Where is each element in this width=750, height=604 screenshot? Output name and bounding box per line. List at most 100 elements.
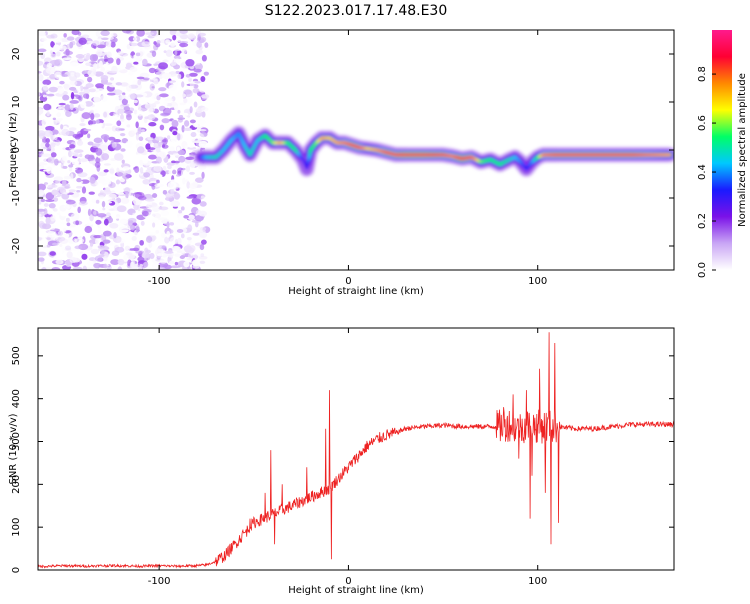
ridge-layer (201, 133, 670, 169)
noise-speck (158, 206, 168, 210)
noise-speck (125, 127, 129, 134)
noise-speck (99, 195, 105, 199)
noise-speck (35, 108, 43, 115)
noise-speck (161, 245, 166, 249)
noise-speck (103, 123, 112, 126)
noise-speck (67, 223, 71, 227)
noise-speck (38, 257, 45, 261)
noise-speck (194, 69, 202, 73)
noise-speck (52, 243, 59, 246)
noise-speck (199, 141, 208, 148)
noise-speck (125, 96, 130, 100)
noise-speck (122, 28, 132, 34)
noise-speck (132, 213, 136, 216)
noise-speck (71, 92, 74, 99)
noise-speck (77, 140, 83, 145)
noise-speck (141, 41, 150, 47)
noise-speck (182, 178, 186, 185)
noise-speck (96, 31, 101, 36)
noise-speck (132, 236, 137, 241)
noise-speck (189, 172, 195, 175)
noise-speck (89, 161, 96, 164)
noise-speck (80, 251, 84, 254)
snr-y-tick-label-0: 0 (11, 567, 22, 573)
noise-speck (162, 118, 170, 123)
noise-speck (194, 102, 198, 108)
noise-speck (53, 134, 57, 140)
noise-speck (158, 87, 166, 91)
noise-speck (46, 35, 54, 39)
noise-speck (140, 167, 143, 174)
noise-speck (153, 41, 156, 45)
noise-speck (117, 205, 127, 212)
noise-speck (113, 232, 116, 238)
noise-speck (159, 93, 169, 97)
noise-speck (42, 38, 47, 42)
noise-speck (65, 104, 71, 111)
noise-speck (156, 180, 160, 184)
noise-speck (83, 129, 91, 131)
noise-speck (47, 94, 55, 97)
noise-speck (194, 81, 200, 84)
noise-speck (170, 265, 180, 268)
noise-speck (51, 152, 57, 157)
snr-x-tick-label-2: 100 (528, 576, 547, 587)
noise-speck (184, 120, 189, 127)
noise-speck (57, 187, 66, 194)
noise-speck (45, 199, 54, 202)
noise-speck (181, 206, 185, 210)
noise-speck (204, 42, 208, 48)
noise-speck (89, 192, 95, 195)
noise-speck (133, 37, 137, 41)
noise-speck (56, 51, 60, 56)
noise-speck (200, 76, 205, 82)
noise-speck (194, 65, 200, 69)
noise-speck (178, 210, 182, 213)
noise-speck (67, 160, 70, 163)
noise-speck (198, 86, 207, 93)
noise-speck (200, 118, 207, 121)
noise-speck (133, 100, 138, 103)
noise-speck (162, 73, 172, 79)
noise-speck (177, 238, 181, 245)
noise-speck (172, 120, 179, 128)
noise-speck (141, 221, 145, 226)
noise-speck (98, 245, 105, 249)
noise-speck (55, 260, 63, 265)
noise-speck (186, 165, 190, 171)
noise-speck (158, 62, 168, 69)
noise-speck (116, 82, 122, 85)
noise-speck (79, 201, 88, 206)
noise-speck (198, 165, 206, 170)
noise-speck (177, 88, 184, 93)
noise-speck (70, 151, 73, 155)
noise-speck (70, 62, 79, 66)
colorbar-tick-label-2: 0.4 (697, 164, 708, 180)
noise-speck (200, 261, 206, 264)
noise-speck (176, 93, 186, 98)
noise-speck (127, 44, 131, 49)
noise-speck (113, 139, 121, 143)
noise-speck (49, 203, 56, 208)
noise-speck (134, 166, 139, 173)
noise-speck (176, 174, 180, 177)
snr-y-axis-label: SNR (10 * v/v) (8, 413, 19, 484)
noise-speck (34, 61, 43, 66)
noise-speck (169, 222, 174, 225)
noise-speck (149, 147, 156, 150)
noise-speck (192, 259, 200, 266)
noise-speck (58, 231, 63, 236)
noise-speck (106, 52, 111, 59)
noise-speck (164, 98, 173, 102)
noise-speck (47, 63, 53, 68)
noise-speck (94, 138, 103, 144)
noise-speck (142, 252, 150, 258)
noise-speck (78, 32, 82, 36)
noise-speck (102, 201, 105, 208)
noise-speck (130, 225, 135, 231)
noise-speck (167, 140, 176, 146)
noise-speck (101, 37, 109, 40)
noise-speck (107, 93, 116, 96)
